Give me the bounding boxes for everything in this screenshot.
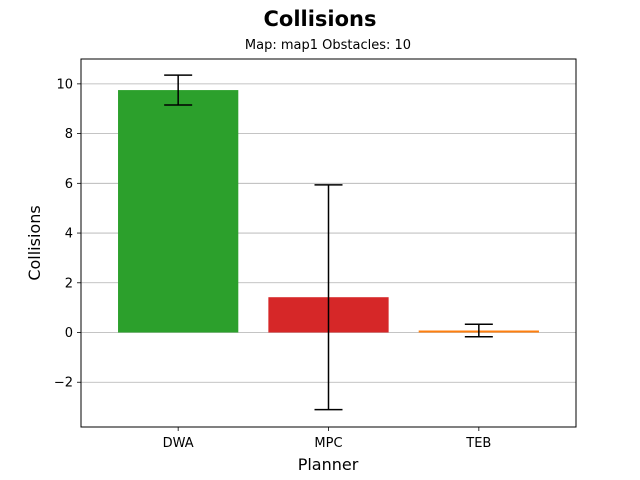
y-tick-label-0: −2 bbox=[54, 376, 73, 391]
y-tick-label-2: 2 bbox=[65, 276, 73, 291]
y-axis-ticks: −2 0 2 4 6 8 10 bbox=[54, 77, 81, 391]
error-bars bbox=[164, 74, 493, 411]
chart-title: Collisions bbox=[263, 7, 376, 31]
error-bar-dwa bbox=[164, 74, 193, 106]
x-axis-ticks: DWA MPC TEB bbox=[163, 427, 491, 451]
y-tick-label-5: 8 bbox=[65, 127, 73, 142]
error-bar-mpc bbox=[314, 184, 343, 411]
y-tick-label-4: 6 bbox=[65, 177, 73, 192]
y-axis-label: Collisions bbox=[25, 205, 44, 280]
y-tick-label-3: 4 bbox=[65, 227, 73, 242]
y-tick-label-6: 10 bbox=[56, 77, 73, 92]
x-tick-label-teb: TEB bbox=[465, 436, 491, 451]
chart-subtitle: Map: map1 Obstacles: 10 bbox=[245, 38, 411, 53]
error-bar-teb bbox=[464, 323, 493, 338]
bar-dwa bbox=[118, 90, 239, 333]
x-tick-label-mpc: MPC bbox=[314, 436, 342, 451]
x-tick-label-dwa: DWA bbox=[163, 436, 194, 451]
x-axis-label: Planner bbox=[298, 455, 359, 474]
y-tick-label-1: 0 bbox=[65, 326, 73, 341]
